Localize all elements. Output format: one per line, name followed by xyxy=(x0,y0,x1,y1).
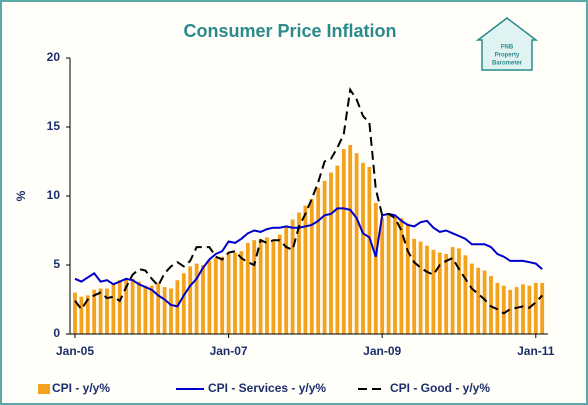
bar xyxy=(143,285,148,334)
bar xyxy=(329,172,333,334)
bar xyxy=(437,252,442,334)
legend-swatch xyxy=(38,384,50,394)
bar xyxy=(380,218,385,334)
bar xyxy=(162,287,167,334)
x-tick-label: Jan-05 xyxy=(56,344,94,358)
logo-text: Barometer xyxy=(492,61,523,67)
bar xyxy=(399,218,404,334)
bar xyxy=(393,216,397,334)
bar xyxy=(156,282,161,334)
logo: FNB Property Barometer xyxy=(475,17,539,71)
y-tick-label: 10 xyxy=(47,188,61,202)
y-tick-label: 20 xyxy=(47,50,61,64)
line xyxy=(74,207,543,308)
bar xyxy=(85,295,90,334)
bar xyxy=(220,256,225,334)
bar xyxy=(431,249,436,334)
bar xyxy=(463,255,468,334)
bar xyxy=(149,285,154,334)
bar xyxy=(252,240,257,334)
y-tick-label: 5 xyxy=(53,257,60,271)
bar xyxy=(514,287,519,334)
logo-house xyxy=(475,17,539,71)
x-tick-label: Jan-09 xyxy=(363,344,401,358)
bar xyxy=(201,265,205,334)
bar xyxy=(169,288,173,334)
bar xyxy=(316,187,321,334)
chart-title: Consumer Price Inflation xyxy=(183,21,396,41)
bar xyxy=(348,144,353,334)
bar xyxy=(226,253,231,334)
legend-label: CPI - y/y% xyxy=(52,381,110,395)
line xyxy=(74,86,543,315)
bar xyxy=(450,247,455,334)
bar xyxy=(508,289,513,334)
bar xyxy=(425,245,429,334)
bar xyxy=(233,252,237,334)
bar xyxy=(457,248,461,334)
bar xyxy=(111,284,116,334)
bar xyxy=(303,205,308,334)
bar xyxy=(335,165,340,334)
y-tick-label: 15 xyxy=(47,119,61,133)
bar xyxy=(482,270,487,334)
legend-label: CPI - Services - y/y% xyxy=(208,381,326,395)
bar xyxy=(354,153,359,334)
y-tick-label: 0 xyxy=(53,326,60,340)
bar xyxy=(290,219,295,334)
bar xyxy=(130,278,135,334)
bar xyxy=(188,266,193,334)
bar xyxy=(207,260,212,334)
bar xyxy=(92,289,97,334)
bar xyxy=(322,180,327,334)
bar xyxy=(258,238,263,334)
bar xyxy=(501,285,506,334)
bar xyxy=(239,251,244,334)
bar xyxy=(405,223,410,334)
logo-text: FNB xyxy=(501,45,514,51)
bar xyxy=(540,282,545,334)
bar xyxy=(213,258,218,334)
bar xyxy=(469,263,474,334)
bar xyxy=(271,241,276,334)
x-tick-label: Jan-11 xyxy=(517,344,555,358)
bar xyxy=(98,288,103,334)
bar xyxy=(73,292,77,334)
bar xyxy=(527,285,532,334)
bar xyxy=(418,241,423,334)
bar xyxy=(386,215,391,334)
bar xyxy=(181,273,186,334)
bar xyxy=(284,226,289,334)
legend-label: CPI - Good - y/y% xyxy=(390,381,490,395)
bar xyxy=(194,263,199,334)
x-tick-label: Jan-07 xyxy=(210,344,248,358)
bar xyxy=(117,280,122,334)
bar xyxy=(373,202,378,334)
bar xyxy=(476,267,481,334)
bar xyxy=(265,237,269,334)
bar xyxy=(412,238,417,334)
y-axis-label: % xyxy=(14,190,28,201)
bar xyxy=(137,281,141,334)
bar xyxy=(444,253,449,334)
bar xyxy=(105,288,109,334)
bar xyxy=(124,278,129,334)
bar xyxy=(341,149,346,334)
bar xyxy=(79,296,84,334)
logo-text: Property xyxy=(495,53,520,59)
bar xyxy=(309,198,314,334)
bar xyxy=(361,162,365,334)
bar xyxy=(245,242,250,334)
bar xyxy=(367,167,372,334)
bar xyxy=(277,234,282,334)
bar xyxy=(533,282,538,334)
bar xyxy=(521,284,525,334)
bar xyxy=(297,212,301,334)
